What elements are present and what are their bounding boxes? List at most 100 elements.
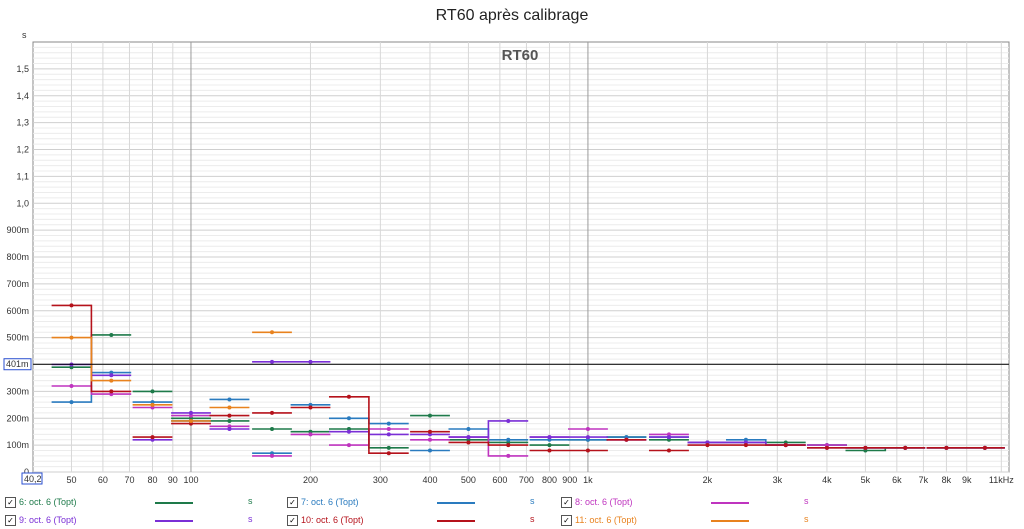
- legend-unit: s: [804, 496, 809, 506]
- legend-label: 6: oct. 6 (Topt): [19, 497, 77, 507]
- legend-swatch: [437, 520, 475, 522]
- x-tick-label: 800: [542, 475, 557, 485]
- y-axis-unit: s: [22, 30, 27, 40]
- legend-item: ✓ 9: oct. 6 (Topt): [5, 513, 77, 527]
- data-point: [188, 410, 193, 415]
- data-point: [188, 418, 193, 423]
- rt60-chart[interactable]: 0100m200m300m400m500m600m700m800m900m1,0…: [0, 0, 1024, 490]
- legend-checkbox[interactable]: ✓: [561, 496, 572, 508]
- data-point: [386, 421, 391, 426]
- legend-item: ✓ 10: oct. 6 (Topt): [287, 513, 364, 527]
- legend-label: 10: oct. 6 (Topt): [301, 515, 364, 525]
- x-tick-label: 3k: [773, 475, 783, 485]
- data-point: [346, 416, 351, 421]
- x-tick-label: 300: [373, 475, 388, 485]
- legend-checkbox[interactable]: ✓: [5, 514, 16, 526]
- x-tick-label: 1k: [583, 475, 593, 485]
- data-point: [308, 405, 313, 410]
- y-cursor-label: 401m: [6, 359, 29, 369]
- x-tick-label: 80: [147, 475, 157, 485]
- data-point: [227, 405, 232, 410]
- data-point: [506, 437, 511, 442]
- data-point: [227, 397, 232, 402]
- x-tick-label: 7k: [919, 475, 929, 485]
- y-tick-label: 0: [24, 467, 29, 477]
- series-layer: [51, 303, 1005, 458]
- data-point: [506, 443, 511, 448]
- data-point: [269, 359, 274, 364]
- legend-unit: s: [804, 514, 809, 524]
- legend-unit: s: [248, 514, 253, 524]
- legend-checkbox[interactable]: ✓: [5, 496, 16, 508]
- data-point: [427, 429, 432, 434]
- data-point: [69, 303, 74, 308]
- data-point: [466, 427, 471, 431]
- data-point: [386, 451, 391, 456]
- legend-item: ✓ 11: oct. 6 (Topt): [561, 513, 637, 527]
- data-point: [386, 427, 391, 431]
- data-point: [982, 445, 987, 450]
- legend-checkbox[interactable]: ✓: [561, 514, 572, 526]
- y-tick-label: 1,1: [16, 171, 29, 181]
- data-point: [903, 445, 908, 450]
- data-point: [585, 448, 590, 453]
- data-point: [150, 389, 155, 394]
- legend-checkbox[interactable]: ✓: [287, 496, 298, 508]
- data-point: [109, 378, 114, 383]
- y-tick-label: 1,4: [16, 91, 29, 101]
- x-tick-label: 70: [124, 475, 134, 485]
- y-tick-label: 200m: [6, 413, 29, 423]
- data-point: [269, 410, 274, 415]
- legend-swatch: [711, 502, 749, 504]
- data-point: [547, 448, 552, 453]
- legend-unit: s: [530, 514, 535, 524]
- x-tick-label: 600: [492, 475, 507, 485]
- x-tick-label: 500: [461, 475, 476, 485]
- data-point: [386, 432, 391, 437]
- data-point: [944, 445, 949, 450]
- x-tick-label: 200: [303, 475, 318, 485]
- legend-unit: s: [530, 496, 535, 506]
- data-point: [427, 448, 432, 453]
- y-tick-label: 900m: [6, 225, 29, 235]
- legend-label: 11: oct. 6 (Topt): [575, 515, 637, 525]
- data-point: [346, 429, 351, 434]
- data-point: [150, 402, 155, 407]
- x-tick-label: 11kHz: [989, 475, 1014, 485]
- y-tick-label: 1,0: [16, 198, 29, 208]
- minor-grid: [33, 46, 1009, 468]
- data-point: [109, 373, 114, 378]
- data-point: [308, 432, 313, 437]
- y-tick-label: 1,2: [16, 145, 29, 155]
- legend-swatch: [155, 502, 193, 504]
- data-point: [824, 445, 829, 450]
- legend-swatch: [155, 520, 193, 522]
- data-point: [427, 413, 432, 418]
- data-point: [547, 435, 552, 440]
- data-point: [624, 437, 629, 442]
- data-point: [269, 453, 274, 458]
- x-tick-label: 4k: [822, 475, 832, 485]
- data-point: [109, 332, 114, 337]
- y-cursor-box[interactable]: [3, 358, 32, 371]
- legend-label: 8: oct. 6 (Topt): [575, 497, 633, 507]
- data-point: [666, 448, 671, 453]
- data-point: [466, 440, 471, 445]
- data-point: [269, 427, 274, 431]
- x-tick-label: 700: [519, 475, 534, 485]
- x-tick-label: 8k: [942, 475, 952, 485]
- data-point: [506, 418, 511, 423]
- series-11: [51, 330, 292, 423]
- data-point: [666, 435, 671, 440]
- legend-unit: s: [248, 496, 253, 506]
- y-tick-label: 100m: [6, 440, 29, 450]
- y-tick-label: 1,3: [16, 118, 29, 128]
- data-point: [506, 453, 511, 458]
- data-point: [705, 443, 710, 448]
- legend-checkbox[interactable]: ✓: [287, 514, 298, 526]
- x-tick-label: 90: [168, 475, 178, 485]
- x-tick-label: 400: [422, 475, 437, 485]
- x-tick-label: 50: [66, 475, 76, 485]
- x-cursor-box[interactable]: [21, 472, 43, 485]
- data-point: [227, 427, 232, 431]
